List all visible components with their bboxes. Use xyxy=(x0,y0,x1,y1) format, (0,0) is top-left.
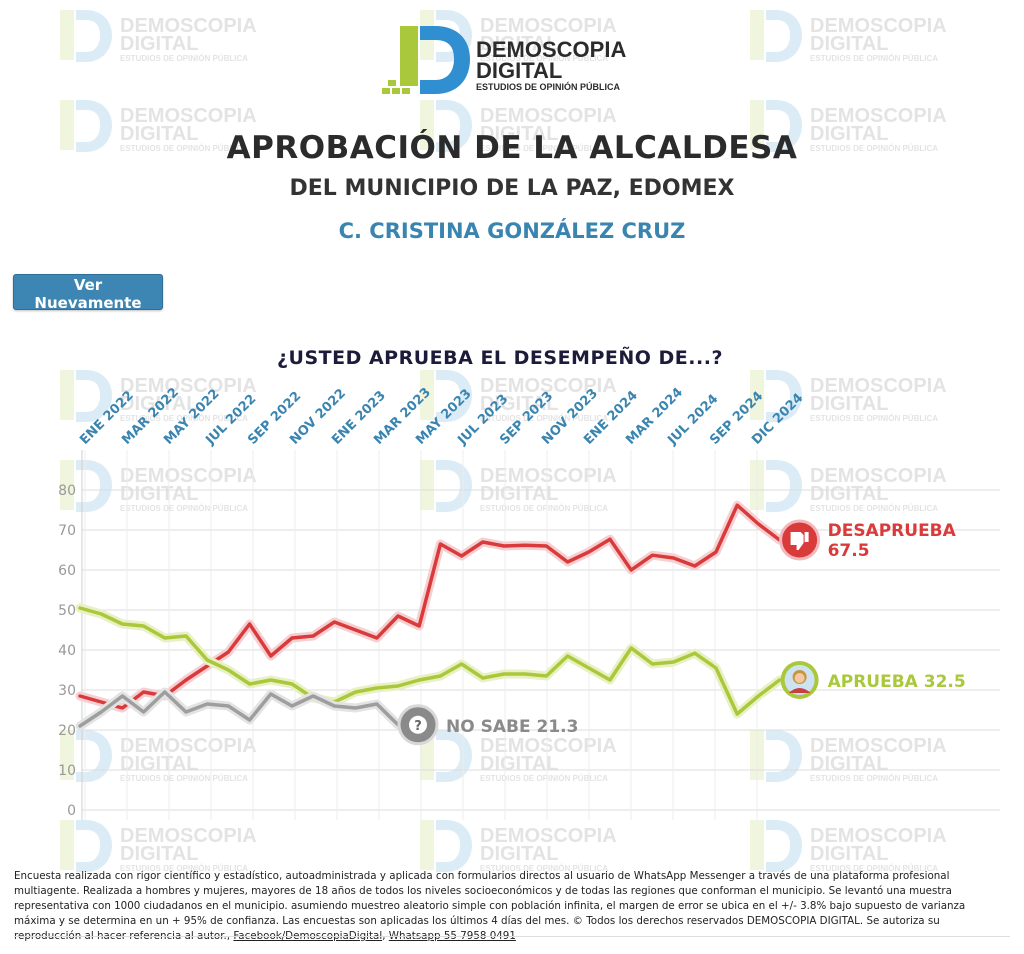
y-axis-labels: 0 10 20 30 40 50 60 70 80 xyxy=(58,483,76,819)
watermark-line1: DEMOSCOPIA xyxy=(810,15,947,37)
series-line-aprueba xyxy=(78,606,782,716)
desaprueba-label: DESAPRUEBA xyxy=(828,521,957,541)
y-tick-label: 10 xyxy=(58,763,76,779)
series-line-no-sabe xyxy=(78,690,400,728)
logo-mark xyxy=(382,26,470,94)
watermark-line1: DEMOSCOPIA xyxy=(120,15,257,37)
y-tick-label: 30 xyxy=(58,683,76,699)
question-glyph: ? xyxy=(414,719,422,734)
logo-line3: ESTUDIOS DE OPINIÓN PÚBLICA xyxy=(476,81,621,92)
watermark-line2: DIGITAL xyxy=(120,33,199,55)
official-name: C. CRISTINA GONZÁLEZ CRUZ xyxy=(338,219,686,243)
y-tick-label: 50 xyxy=(58,603,76,619)
desaprueba-value: 67.5 xyxy=(828,541,870,561)
watermark-line1: DEMOSCOPIA xyxy=(120,105,257,127)
watermark-mark-blue xyxy=(76,10,112,62)
replay-button[interactable]: Ver Nuevamente xyxy=(13,274,163,312)
chart-subtitle: DEL MUNICIPIO DE LA PAZ, EDOMEX xyxy=(289,176,735,201)
nosabe-label: NO SABE 21.3 xyxy=(446,717,578,737)
series-line-desaprueba xyxy=(78,503,782,710)
logo-line1: DEMOSCOPIA xyxy=(476,37,626,62)
bottom-divider xyxy=(14,936,1010,937)
chart-title: APROBACIÓN DE LA ALCALDESA xyxy=(226,130,798,166)
methodology-text: Encuesta realizada con rigor científico … xyxy=(14,870,966,942)
avatar-body xyxy=(788,688,811,693)
grid xyxy=(81,450,1000,820)
watermark-line2: DIGITAL xyxy=(810,33,889,55)
y-tick-label: 80 xyxy=(58,483,76,499)
aprueba-label: APRUEBA 32.5 xyxy=(828,672,966,692)
question-inner xyxy=(409,715,427,734)
watermark-line1: DEMOSCOPIA xyxy=(480,105,617,127)
watermark-line3: ESTUDIOS DE OPINIÓN PÚBLICA xyxy=(120,54,248,63)
y-tick-label: 40 xyxy=(58,643,76,659)
y-tick-label: 60 xyxy=(58,563,76,579)
question-icon: ? xyxy=(397,704,439,746)
y-tick-label: 20 xyxy=(58,723,76,739)
brand-logo: DEMOSCOPIA DIGITAL ESTUDIOS DE OPINIÓN P… xyxy=(382,26,626,94)
watermark-line3: ESTUDIOS DE OPINIÓN PÚBLICA xyxy=(810,54,938,63)
y-tick-label: 70 xyxy=(58,523,76,539)
watermark-mark-green xyxy=(60,10,74,60)
methodology-note: Encuesta realizada con rigor científico … xyxy=(14,869,1004,944)
watermark-mark-green xyxy=(750,10,764,60)
survey-question: ¿USTED APRUEBA EL DESEMPEÑO DE...? xyxy=(277,347,723,369)
logo-line2: DIGITAL xyxy=(476,58,562,83)
watermark-line1: DEMOSCOPIA xyxy=(810,105,947,127)
thumbs-down-cuff xyxy=(804,532,809,542)
watermark-mark-blue xyxy=(766,10,802,62)
person-avatar-icon xyxy=(780,661,819,699)
avatar-face xyxy=(794,673,805,683)
thumbs-down-icon xyxy=(779,519,821,561)
y-tick-label: 0 xyxy=(67,803,76,819)
series-lines xyxy=(75,500,785,731)
thumbs-down-glyph xyxy=(790,532,804,550)
